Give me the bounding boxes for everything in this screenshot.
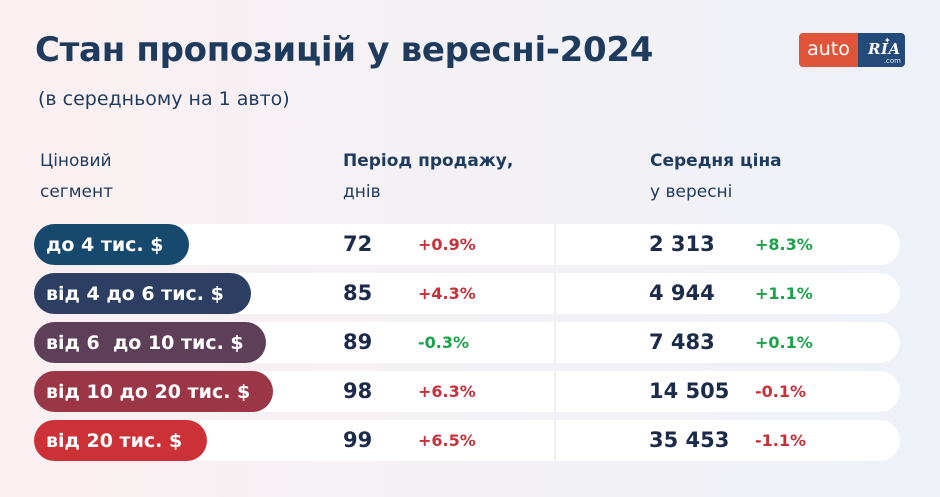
header-period: Період продажу, днів (343, 146, 513, 208)
segment-label: до 4 тис. $ (34, 224, 189, 265)
price-change: +1.1% (755, 284, 813, 303)
autoria-logo: auto ✦ RIA .com (799, 33, 905, 67)
segment-label: від 20 тис. $ (34, 420, 207, 461)
price-value: 7 483 (649, 330, 715, 354)
header-segment-line1: Ціновий (40, 151, 112, 171)
column-divider (554, 420, 556, 461)
price-change: +0.1% (755, 333, 813, 352)
page-subtitle: (в середньому на 1 авто) (38, 88, 290, 110)
days-value: 72 (343, 232, 373, 256)
header-segment: Ціновий сегмент (40, 146, 113, 208)
price-change: -0.1% (755, 382, 807, 401)
days-change: -0.3% (418, 333, 470, 352)
days-change: +0.9% (418, 235, 476, 254)
days-change: +6.3% (418, 382, 476, 401)
column-divider (554, 322, 556, 363)
header-segment-line2: сегмент (40, 182, 114, 202)
star-icon: ✦ (884, 36, 891, 45)
segment-label: від 6 до 10 тис. $ (34, 322, 266, 363)
days-change: +4.3% (418, 284, 476, 303)
column-divider (554, 224, 556, 265)
table-row: від 6 до 10 тис. $ 89 -0.3% 7 483 +0.1% (34, 322, 900, 363)
price-change: -1.1% (755, 431, 807, 450)
price-value: 14 505 (649, 379, 730, 403)
logo-auto-text: auto (799, 33, 858, 67)
column-divider (554, 371, 556, 412)
price-change: +8.3% (755, 235, 813, 254)
column-divider (554, 273, 556, 314)
price-value: 35 453 (649, 428, 730, 452)
segment-label: від 4 до 6 тис. $ (34, 273, 251, 314)
table-row: від 20 тис. $ 99 +6.5% 35 453 -1.1% (34, 420, 900, 461)
table-row: від 10 до 20 тис. $ 98 +6.3% 14 505 -0.1… (34, 371, 900, 412)
days-change: +6.5% (418, 431, 476, 450)
price-value: 2 313 (649, 232, 715, 256)
table-row: до 4 тис. $ 72 +0.9% 2 313 +8.3% (34, 224, 900, 265)
header-price-line2: у вересні (650, 182, 733, 202)
segment-label: від 10 до 20 тис. $ (34, 371, 273, 412)
days-value: 85 (343, 281, 373, 305)
header-price: Середня ціна у вересні (650, 146, 782, 208)
price-value: 4 944 (649, 281, 715, 305)
header-price-line1: Середня ціна (650, 151, 782, 171)
table-row: від 4 до 6 тис. $ 85 +4.3% 4 944 +1.1% (34, 273, 900, 314)
header-period-line2: днів (343, 182, 381, 202)
header-period-line1: Період продажу, (343, 151, 514, 171)
days-value: 98 (343, 379, 373, 403)
days-value: 89 (343, 330, 373, 354)
page-title: Стан пропозицій у вересні-2024 (35, 30, 654, 70)
logo-com-text: .com (883, 57, 901, 65)
days-value: 99 (343, 428, 373, 452)
logo-ria-block: ✦ RIA .com (858, 33, 905, 67)
logo-ria-text: RIA (868, 40, 901, 58)
